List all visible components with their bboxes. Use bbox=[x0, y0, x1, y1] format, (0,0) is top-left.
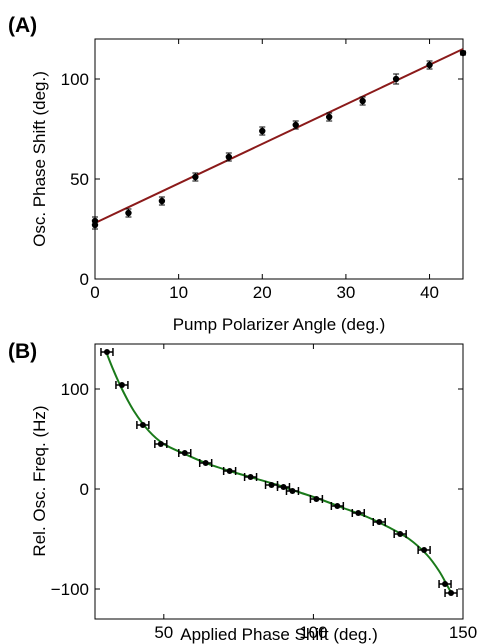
y-tick-label-b: −100 bbox=[51, 580, 89, 599]
data-point-a bbox=[125, 208, 132, 218]
x-tick-label-b: 100 bbox=[299, 623, 327, 642]
marker-b bbox=[181, 450, 188, 456]
marker-a bbox=[259, 127, 266, 135]
data-point-b bbox=[198, 459, 213, 467]
data-points-b bbox=[100, 348, 458, 597]
y-tick-label-a: 100 bbox=[61, 70, 89, 89]
fit-a bbox=[94, 48, 464, 224]
marker-b bbox=[289, 488, 296, 494]
panel-b: (B) 50 100 150 −100 0 100 Applied Phase Shift… bbox=[8, 340, 477, 644]
marker-b bbox=[202, 460, 209, 466]
data-point-b bbox=[178, 449, 192, 457]
data-point-b bbox=[115, 381, 129, 389]
x-axis-title-b: Applied Phase Shift (deg.) bbox=[180, 625, 378, 644]
plot-frame-b bbox=[94, 343, 464, 620]
marker-b bbox=[442, 581, 449, 587]
data-point-a bbox=[91, 216, 99, 226]
marker-a bbox=[459, 49, 467, 57]
marker-b bbox=[268, 482, 275, 488]
data-point-b bbox=[438, 580, 452, 588]
marker-a bbox=[392, 75, 400, 83]
data-point-b bbox=[351, 509, 366, 517]
x-tick-label-a: 40 bbox=[420, 283, 439, 302]
data-point-b bbox=[276, 483, 291, 491]
data-point-b bbox=[393, 530, 407, 538]
y-axis-title-a: Osc. Phase Shift (deg.) bbox=[30, 71, 49, 247]
data-point-b bbox=[222, 467, 237, 475]
marker-a bbox=[426, 61, 433, 69]
data-point-a bbox=[392, 73, 400, 85]
marker-b bbox=[421, 547, 428, 553]
marker-b bbox=[157, 441, 164, 447]
data-points-a bbox=[91, 49, 467, 230]
marker-b bbox=[355, 510, 362, 516]
y-tick-label-b: 100 bbox=[61, 380, 89, 399]
data-point-a bbox=[225, 152, 233, 162]
marker-a bbox=[225, 153, 233, 161]
data-point-b bbox=[285, 487, 300, 495]
x-tick-label-a: 0 bbox=[90, 283, 99, 302]
marker-a bbox=[125, 209, 132, 217]
marker-a bbox=[325, 113, 333, 121]
data-point-b bbox=[444, 589, 458, 597]
marker-b bbox=[313, 496, 320, 502]
data-point-b bbox=[372, 518, 386, 526]
marker-a bbox=[292, 121, 299, 129]
axis-ticks-a: 0 10 20 30 40 0 50 100 bbox=[61, 39, 463, 302]
x-tick-label-a: 20 bbox=[253, 283, 272, 302]
marker-b bbox=[397, 531, 404, 537]
marker-a bbox=[359, 97, 366, 105]
fit-line-a bbox=[94, 48, 464, 224]
data-point-b bbox=[309, 495, 324, 503]
marker-b bbox=[280, 484, 287, 490]
marker-b bbox=[247, 474, 254, 480]
data-point-b bbox=[154, 440, 168, 448]
data-point-a bbox=[325, 112, 333, 122]
data-point-a bbox=[359, 96, 366, 106]
data-point-b bbox=[136, 421, 150, 429]
panel-label-a: (A) bbox=[8, 14, 37, 37]
panel-label-b: (B) bbox=[8, 340, 37, 363]
x-tick-label-a: 10 bbox=[169, 283, 188, 302]
x-tick-label-b: 50 bbox=[154, 623, 173, 642]
marker-a bbox=[158, 197, 166, 205]
y-axis-title-b: Rel. Osc. Freq. (Hz) bbox=[30, 405, 49, 556]
marker-b bbox=[448, 590, 455, 596]
x-axis-title-a: Pump Polarizer Angle (deg.) bbox=[173, 315, 386, 334]
x-tick-label-a: 30 bbox=[336, 283, 355, 302]
axis-ticks-b: 50 100 150 −100 0 100 bbox=[51, 344, 477, 642]
y-tick-label-b: 0 bbox=[80, 480, 89, 499]
marker-b bbox=[376, 519, 383, 525]
data-point-b bbox=[100, 348, 114, 356]
marker-a bbox=[192, 173, 199, 181]
marker-b bbox=[139, 422, 146, 428]
data-point-a bbox=[426, 60, 433, 70]
marker-b bbox=[118, 382, 125, 388]
y-tick-label-a: 0 bbox=[80, 270, 89, 289]
data-point-a bbox=[158, 196, 166, 206]
data-point-a bbox=[459, 49, 467, 57]
data-point-b bbox=[243, 473, 258, 481]
data-point-b bbox=[417, 546, 431, 554]
marker-a bbox=[91, 217, 99, 225]
panel-a: (A) 0 10 20 30 40 0 50 100 Pump Polarizer Angle… bbox=[8, 14, 467, 334]
data-point-a bbox=[292, 120, 299, 130]
marker-b bbox=[226, 468, 233, 474]
x-tick-label-b: 150 bbox=[449, 623, 477, 642]
marker-b bbox=[334, 503, 341, 509]
marker-b bbox=[103, 349, 110, 355]
y-tick-label-a: 50 bbox=[70, 170, 89, 189]
data-point-b bbox=[330, 502, 345, 510]
data-point-a bbox=[259, 126, 266, 136]
data-point-a bbox=[192, 172, 199, 182]
